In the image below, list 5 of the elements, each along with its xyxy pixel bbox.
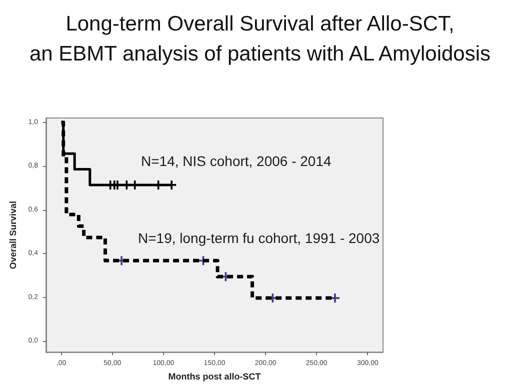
annotation: N=19, long-term fu cohort, 1991 - 2003: [138, 230, 380, 246]
x-axis-title: Months post allo-SCT: [168, 372, 262, 382]
chart-title: Long-term Overall Survival after Allo-SCT, an EBMT analysis of patients with AL Amyloidosis: [29, 12, 491, 66]
y-axis-title: Overall Survival: [8, 201, 18, 270]
annotation: N=14, NIS cohort, 2006 - 2014: [141, 153, 332, 169]
